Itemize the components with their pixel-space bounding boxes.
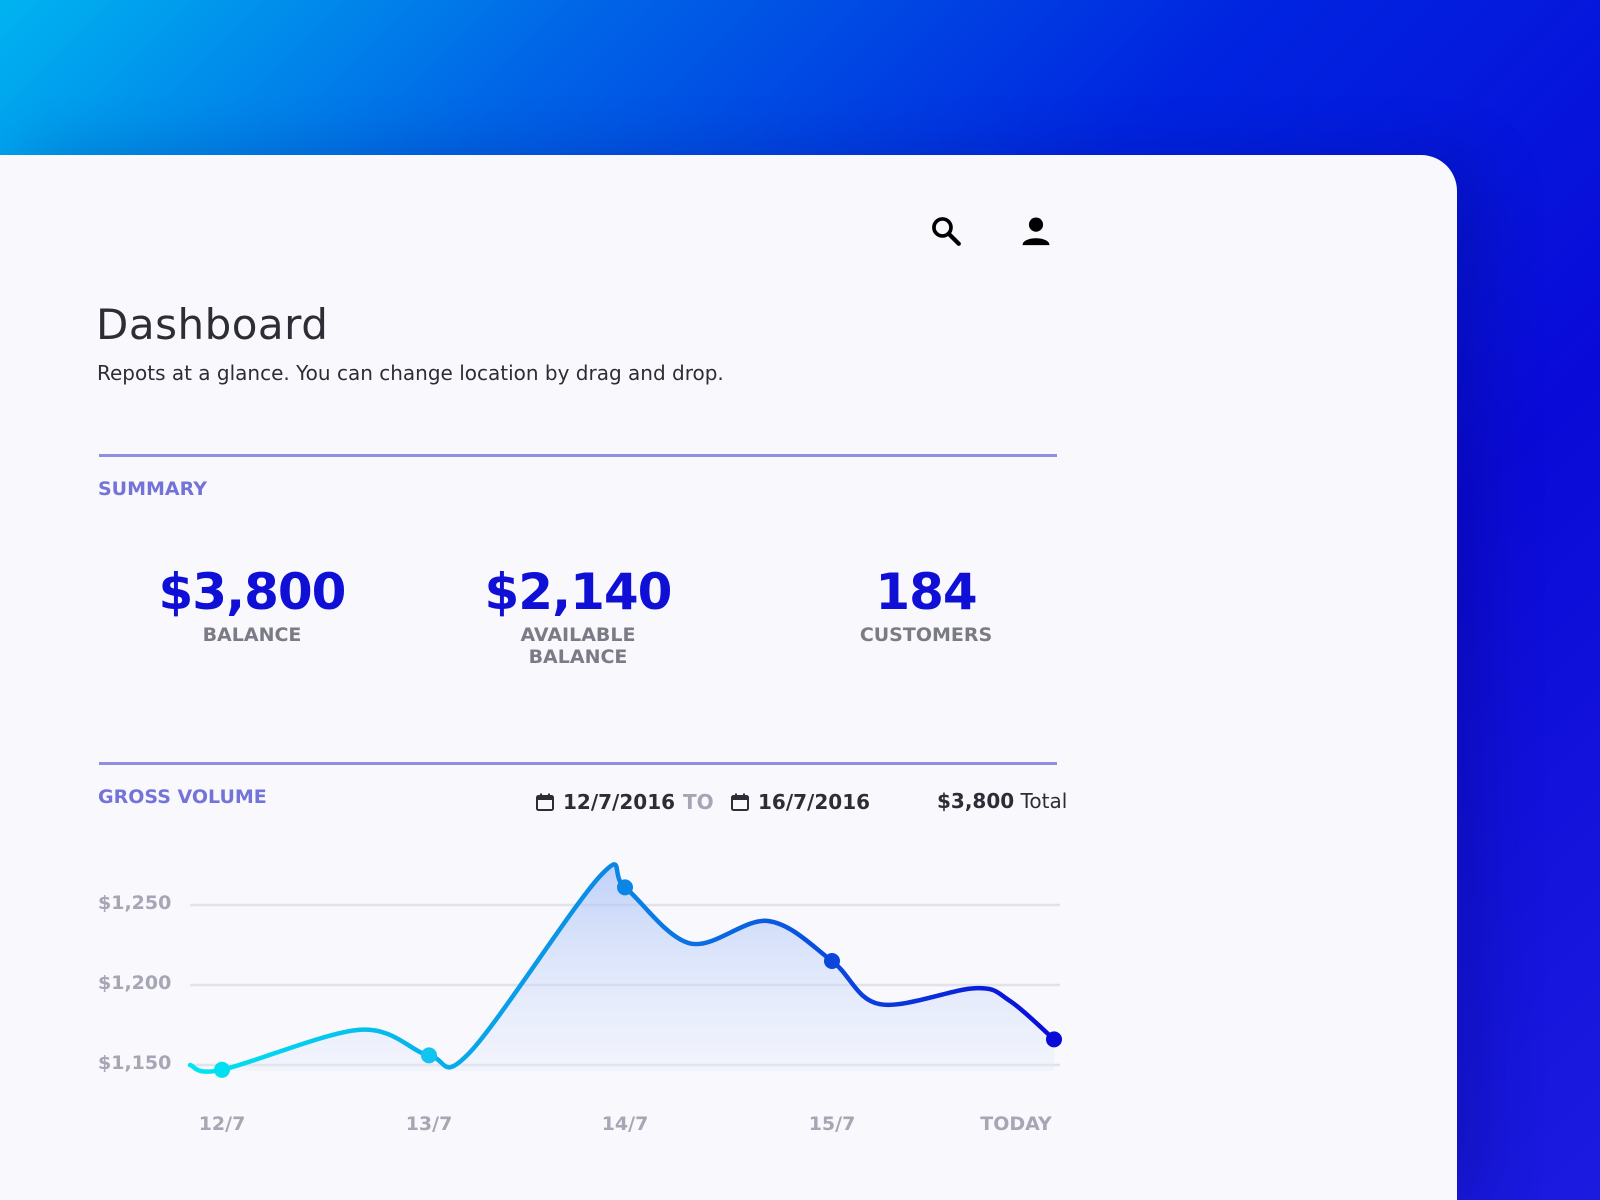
total-value: $3,800 bbox=[937, 789, 1015, 813]
date-to-value: 16/7/2016 bbox=[758, 790, 871, 814]
user-icon[interactable] bbox=[1019, 214, 1053, 248]
calendar-icon bbox=[731, 793, 749, 811]
x-tick-label: 15/7 bbox=[809, 1113, 856, 1135]
x-tick-label: 13/7 bbox=[406, 1113, 453, 1135]
date-to-picker[interactable]: 16/7/2016 bbox=[730, 790, 870, 814]
gross-volume-section-label: GROSS VOLUME bbox=[98, 786, 267, 808]
calendar-icon bbox=[536, 793, 554, 811]
data-point[interactable] bbox=[617, 879, 633, 896]
y-tick-label: $1,150 bbox=[98, 1052, 171, 1074]
stat-balance: $3,800 BALANCE bbox=[152, 560, 352, 646]
y-tick-label: $1,250 bbox=[98, 892, 171, 914]
stat-value: $2,140 bbox=[484, 563, 673, 621]
stat-label: AVAILABLE BALANCE bbox=[520, 624, 636, 668]
x-tick-label: 12/7 bbox=[199, 1113, 246, 1135]
data-point[interactable] bbox=[214, 1061, 230, 1078]
x-tick-label: TODAY bbox=[980, 1113, 1052, 1135]
data-point[interactable] bbox=[1046, 1031, 1062, 1048]
stat-label: BALANCE bbox=[202, 624, 302, 646]
gross-volume-divider bbox=[99, 762, 1057, 765]
data-point[interactable] bbox=[824, 953, 840, 969]
date-from-value: 12/7/2016 bbox=[563, 790, 676, 814]
summary-section-label: SUMMARY bbox=[98, 478, 207, 500]
search-icon[interactable] bbox=[929, 214, 963, 248]
data-point[interactable] bbox=[421, 1047, 437, 1064]
gross-volume-total: $3,800 Total bbox=[937, 789, 1067, 813]
stat-value: 184 bbox=[875, 563, 977, 621]
stat-label: CUSTOMERS bbox=[859, 624, 993, 646]
series-area bbox=[190, 864, 1054, 1072]
date-range-separator: TO bbox=[683, 790, 714, 814]
x-tick-label: 14/7 bbox=[602, 1113, 649, 1135]
stat-value: $3,800 bbox=[158, 563, 347, 621]
date-from-picker[interactable]: 12/7/2016 bbox=[535, 790, 675, 814]
summary-divider bbox=[99, 454, 1057, 457]
y-tick-label: $1,200 bbox=[98, 972, 171, 994]
stat-available-balance: $2,140 AVAILABLE BALANCE bbox=[468, 560, 688, 668]
page-title: Dashboard bbox=[96, 300, 329, 349]
total-label: Total bbox=[1020, 789, 1068, 813]
gross-volume-chart: $1,250 $1,200 $1,150 12/7 13/7 14/7 15/7 TODAY bbox=[98, 862, 1062, 1135]
page-subtitle: Repots at a glance. You can change locat… bbox=[97, 361, 724, 385]
stat-customers: 184 CUSTOMERS bbox=[826, 560, 1026, 646]
